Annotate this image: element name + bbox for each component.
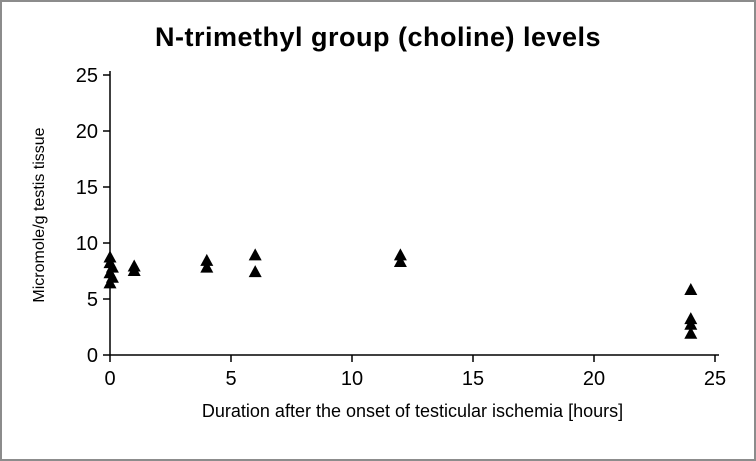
y-tick-label: 5 (87, 289, 98, 311)
data-point-marker (684, 326, 698, 339)
data-point-marker (127, 264, 141, 276)
x-tick-label: 5 (225, 368, 236, 390)
x-tick-label: 25 (704, 368, 726, 390)
data-point-marker (103, 276, 117, 289)
x-tick-label: 15 (462, 368, 484, 390)
data-point-marker (200, 260, 214, 273)
data-point-marker (393, 248, 407, 261)
y-tick-label: 25 (76, 65, 98, 87)
data-point-marker (393, 255, 407, 268)
y-axis-title: Micromole/g testis tissue (31, 127, 48, 302)
data-point-marker (200, 253, 214, 266)
data-point-marker (684, 317, 698, 330)
y-tick-label: 0 (87, 345, 98, 367)
x-tick-label: 20 (583, 368, 605, 390)
data-point-marker (248, 265, 262, 278)
x-tick-label: 0 (104, 368, 115, 390)
y-tick-label: 10 (76, 233, 98, 255)
data-point-marker (684, 283, 698, 296)
y-tick-label: 15 (76, 177, 98, 199)
chart-title: N-trimethyl group (choline) levels (154, 22, 602, 52)
x-axis-title: Duration after the onset of testicular i… (202, 401, 623, 421)
y-tick-label: 20 (76, 121, 98, 143)
x-tick-label: 10 (341, 368, 363, 390)
data-point-marker (248, 248, 262, 261)
